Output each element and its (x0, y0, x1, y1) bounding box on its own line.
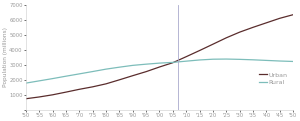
Urban (278, 18, 281, 19)
Urban (198, 50, 201, 51)
Urban (238, 31, 242, 33)
Urban (158, 66, 161, 68)
Urban (131, 75, 135, 76)
Rural (51, 78, 54, 79)
Urban (24, 98, 28, 99)
Rural (118, 66, 121, 68)
Rural (291, 61, 295, 62)
Rural (64, 76, 68, 77)
Rural (104, 68, 108, 70)
Rural (171, 62, 175, 63)
Rural (278, 60, 281, 62)
Rural (198, 59, 201, 61)
Rural (91, 71, 94, 72)
Urban (118, 79, 121, 81)
Rural (238, 59, 242, 60)
Urban (51, 94, 54, 96)
Urban (171, 62, 175, 63)
Rural (184, 60, 188, 62)
Rural (224, 58, 228, 60)
Urban (144, 71, 148, 72)
Urban (184, 56, 188, 57)
Rural (131, 65, 135, 66)
Urban (64, 91, 68, 93)
Line: Urban: Urban (26, 15, 293, 99)
Urban (224, 37, 228, 38)
Line: Rural: Rural (26, 59, 293, 83)
Urban (291, 14, 295, 15)
Legend: Urban, Rural: Urban, Rural (256, 70, 290, 88)
Rural (24, 82, 28, 84)
Rural (38, 80, 41, 82)
Rural (77, 73, 81, 75)
Urban (91, 86, 94, 88)
Urban (38, 96, 41, 98)
Rural (158, 62, 161, 64)
Urban (77, 89, 81, 90)
Urban (251, 27, 255, 28)
Urban (265, 22, 268, 24)
Rural (265, 60, 268, 61)
Urban (211, 43, 215, 45)
Urban (104, 83, 108, 85)
Y-axis label: Population (millions): Population (millions) (3, 27, 8, 87)
Rural (211, 58, 215, 60)
Rural (144, 63, 148, 65)
Rural (251, 59, 255, 60)
